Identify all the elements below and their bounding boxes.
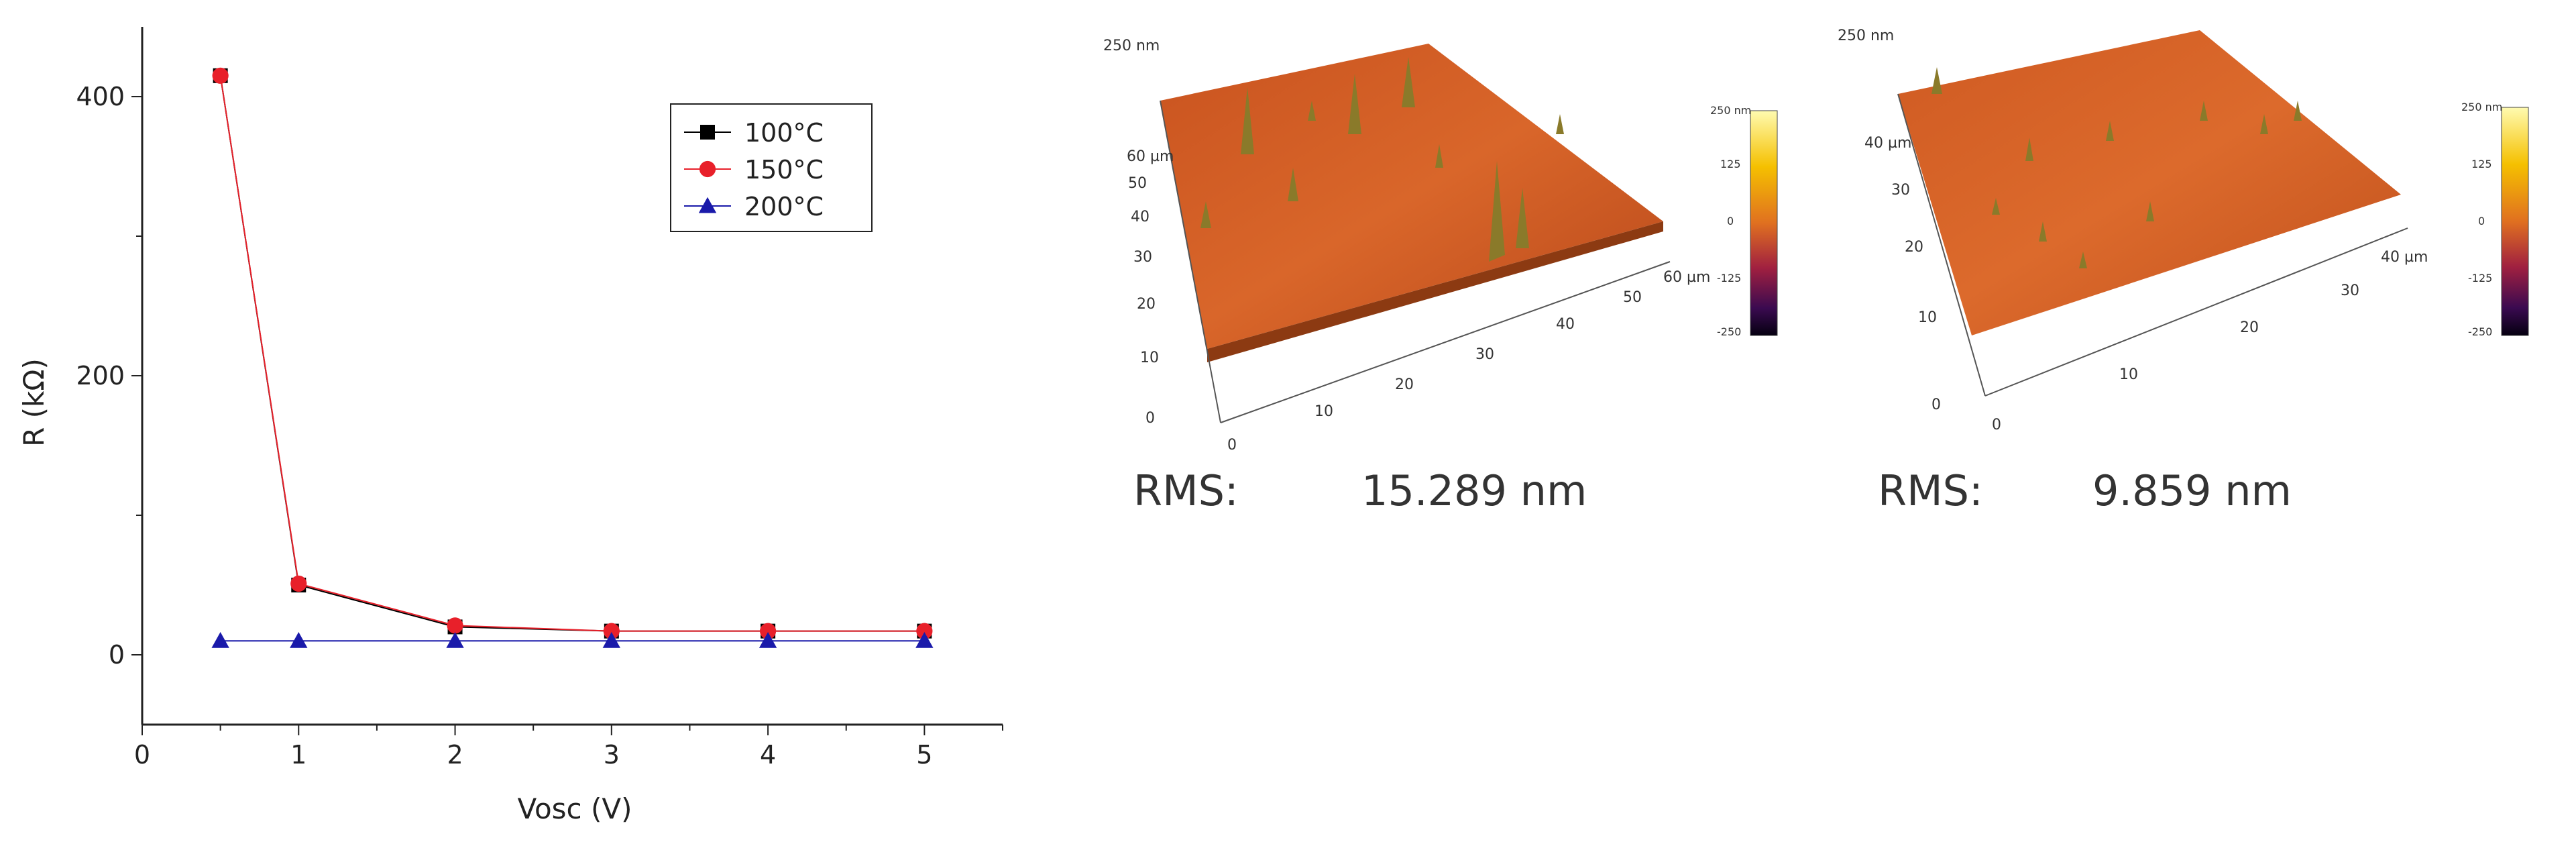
resistance-chart: 0 1 2 3 4 5 0 200 400 Vosc (V) R (kΩ) 100°C 150°C… xyxy=(17,27,1003,825)
rms-label: RMS: xyxy=(1878,466,1983,515)
series-line xyxy=(219,75,925,632)
x-tick-label: 5 xyxy=(916,740,932,770)
x-tick-4: 40 xyxy=(1556,316,1575,333)
x-tick-3: 30 xyxy=(2341,282,2359,299)
y-unit-label: 60 µm xyxy=(1127,148,1174,165)
rms-row-2: RMS: 9.859 nm xyxy=(1878,466,2292,515)
data-point xyxy=(212,67,229,84)
y-tick-label: 400 xyxy=(76,82,125,111)
x-tick-1: 10 xyxy=(2119,366,2138,383)
chart-axes xyxy=(131,27,1003,735)
data-point xyxy=(759,623,777,639)
legend: 100°C 150°C 200°C xyxy=(670,103,873,232)
legend-label: 150°C xyxy=(744,155,824,185)
y-tick-2: 20 xyxy=(1905,239,1923,256)
colorbar xyxy=(1750,110,1778,336)
x-tick-3: 30 xyxy=(1475,346,1494,363)
y-tick-4: 40 xyxy=(1131,209,1150,225)
y-tick-0: 0 xyxy=(1145,410,1155,427)
y-tick-3: 30 xyxy=(1133,249,1152,266)
afm-surface-front xyxy=(1207,221,1663,362)
x-tick-label: 0 xyxy=(134,740,150,770)
data-point xyxy=(916,623,933,639)
afm-surface xyxy=(1898,30,2401,335)
data-point xyxy=(211,632,229,648)
svg-text:-125: -125 xyxy=(1717,272,1741,284)
rms-value: 9.859 nm xyxy=(2092,466,2292,515)
rms-value: 15.289 nm xyxy=(1361,466,1587,515)
x-tick-2: 20 xyxy=(1395,376,1414,393)
legend-label: 100°C xyxy=(744,118,824,148)
y-unit-label: 40 µm xyxy=(1864,135,1911,152)
afm-axes xyxy=(1897,93,2408,397)
data-point xyxy=(290,632,308,648)
x-tick-label: 2 xyxy=(447,740,463,770)
x-tick-label: 4 xyxy=(760,740,776,770)
y-tick-1: 10 xyxy=(1918,309,1937,326)
svg-text:-250: -250 xyxy=(1717,325,1741,338)
legend-label: 200°C xyxy=(744,192,824,221)
z-top-label: 250 nm xyxy=(1103,38,1160,54)
y-tick-label: 0 xyxy=(109,640,125,670)
series-2 xyxy=(212,67,933,639)
colorbar-top: 250 nm xyxy=(1710,104,1751,117)
colorbar xyxy=(2501,107,2529,336)
y-tick-0: 0 xyxy=(1931,397,1941,413)
data-point xyxy=(602,632,621,648)
legend-marker xyxy=(700,125,715,140)
colorbar-labels: 250 nm 125 0 -125 -250 xyxy=(1710,104,1751,338)
afm-image-1: 250 nm 60 µm 0 10 20 30 40 50 0 10 20 30… xyxy=(1103,38,1778,454)
data-point xyxy=(446,632,464,648)
afm-image-2: 250 nm 40 µm 0 10 20 30 0 10 20 30 40 µm… xyxy=(1838,28,2529,433)
afm-peaks xyxy=(1200,57,1564,262)
x-tick-2: 20 xyxy=(2240,319,2259,336)
data-point xyxy=(915,632,934,648)
x-tick-5: 50 xyxy=(1623,289,1642,306)
rms-label: RMS: xyxy=(1133,466,1239,515)
x-tick-label: 1 xyxy=(290,740,306,770)
svg-text:0: 0 xyxy=(2478,215,2485,227)
afm-axes xyxy=(1160,100,1671,423)
x-unit-label: 40 µm xyxy=(2381,249,2428,266)
series-layer xyxy=(211,67,934,648)
colorbar-top: 250 nm xyxy=(2461,101,2502,113)
data-point xyxy=(603,623,620,639)
afm-labels: 250 nm 60 µm 0 10 20 30 40 50 0 10 20 30… xyxy=(1103,38,1710,454)
y-tick-3: 30 xyxy=(1891,182,1910,199)
series-3 xyxy=(211,632,934,648)
y-tick-5: 50 xyxy=(1128,175,1147,192)
afm-labels: 250 nm 40 µm 0 10 20 30 0 10 20 30 40 µm xyxy=(1838,28,2428,433)
legend-marker xyxy=(699,160,716,178)
svg-text:0: 0 xyxy=(1727,215,1734,227)
svg-text:125: 125 xyxy=(2471,158,2492,170)
x-tick-1: 10 xyxy=(1314,403,1333,420)
data-point xyxy=(290,575,307,592)
z-top-label: 250 nm xyxy=(1838,28,1894,44)
y-axis-label: R (kΩ) xyxy=(17,358,50,447)
x-tick-label: 3 xyxy=(604,740,620,770)
y-tick-1: 10 xyxy=(1140,350,1159,366)
x-axis-label: Vosc (V) xyxy=(518,792,632,825)
svg-text:-125: -125 xyxy=(2468,272,2492,284)
tick-labels: 0 1 2 3 4 5 0 200 400 xyxy=(76,82,932,770)
x-unit-label: 60 µm xyxy=(1663,269,1710,286)
legend-marker xyxy=(698,197,717,213)
y-tick-label: 200 xyxy=(76,361,125,390)
data-point xyxy=(447,617,463,634)
svg-text:125: 125 xyxy=(1720,158,1741,170)
svg-text:-250: -250 xyxy=(2468,325,2492,338)
x-tick-0: 0 xyxy=(1227,437,1237,454)
data-point xyxy=(759,632,777,648)
afm-peaks xyxy=(1931,67,2302,268)
colorbar-labels: 250 nm 125 0 -125 -250 xyxy=(2461,101,2502,338)
afm-surface xyxy=(1160,44,1663,349)
y-tick-2: 20 xyxy=(1137,296,1156,313)
rms-row-1: RMS: 15.289 nm xyxy=(1133,466,1587,515)
x-tick-0: 0 xyxy=(1992,417,2001,433)
